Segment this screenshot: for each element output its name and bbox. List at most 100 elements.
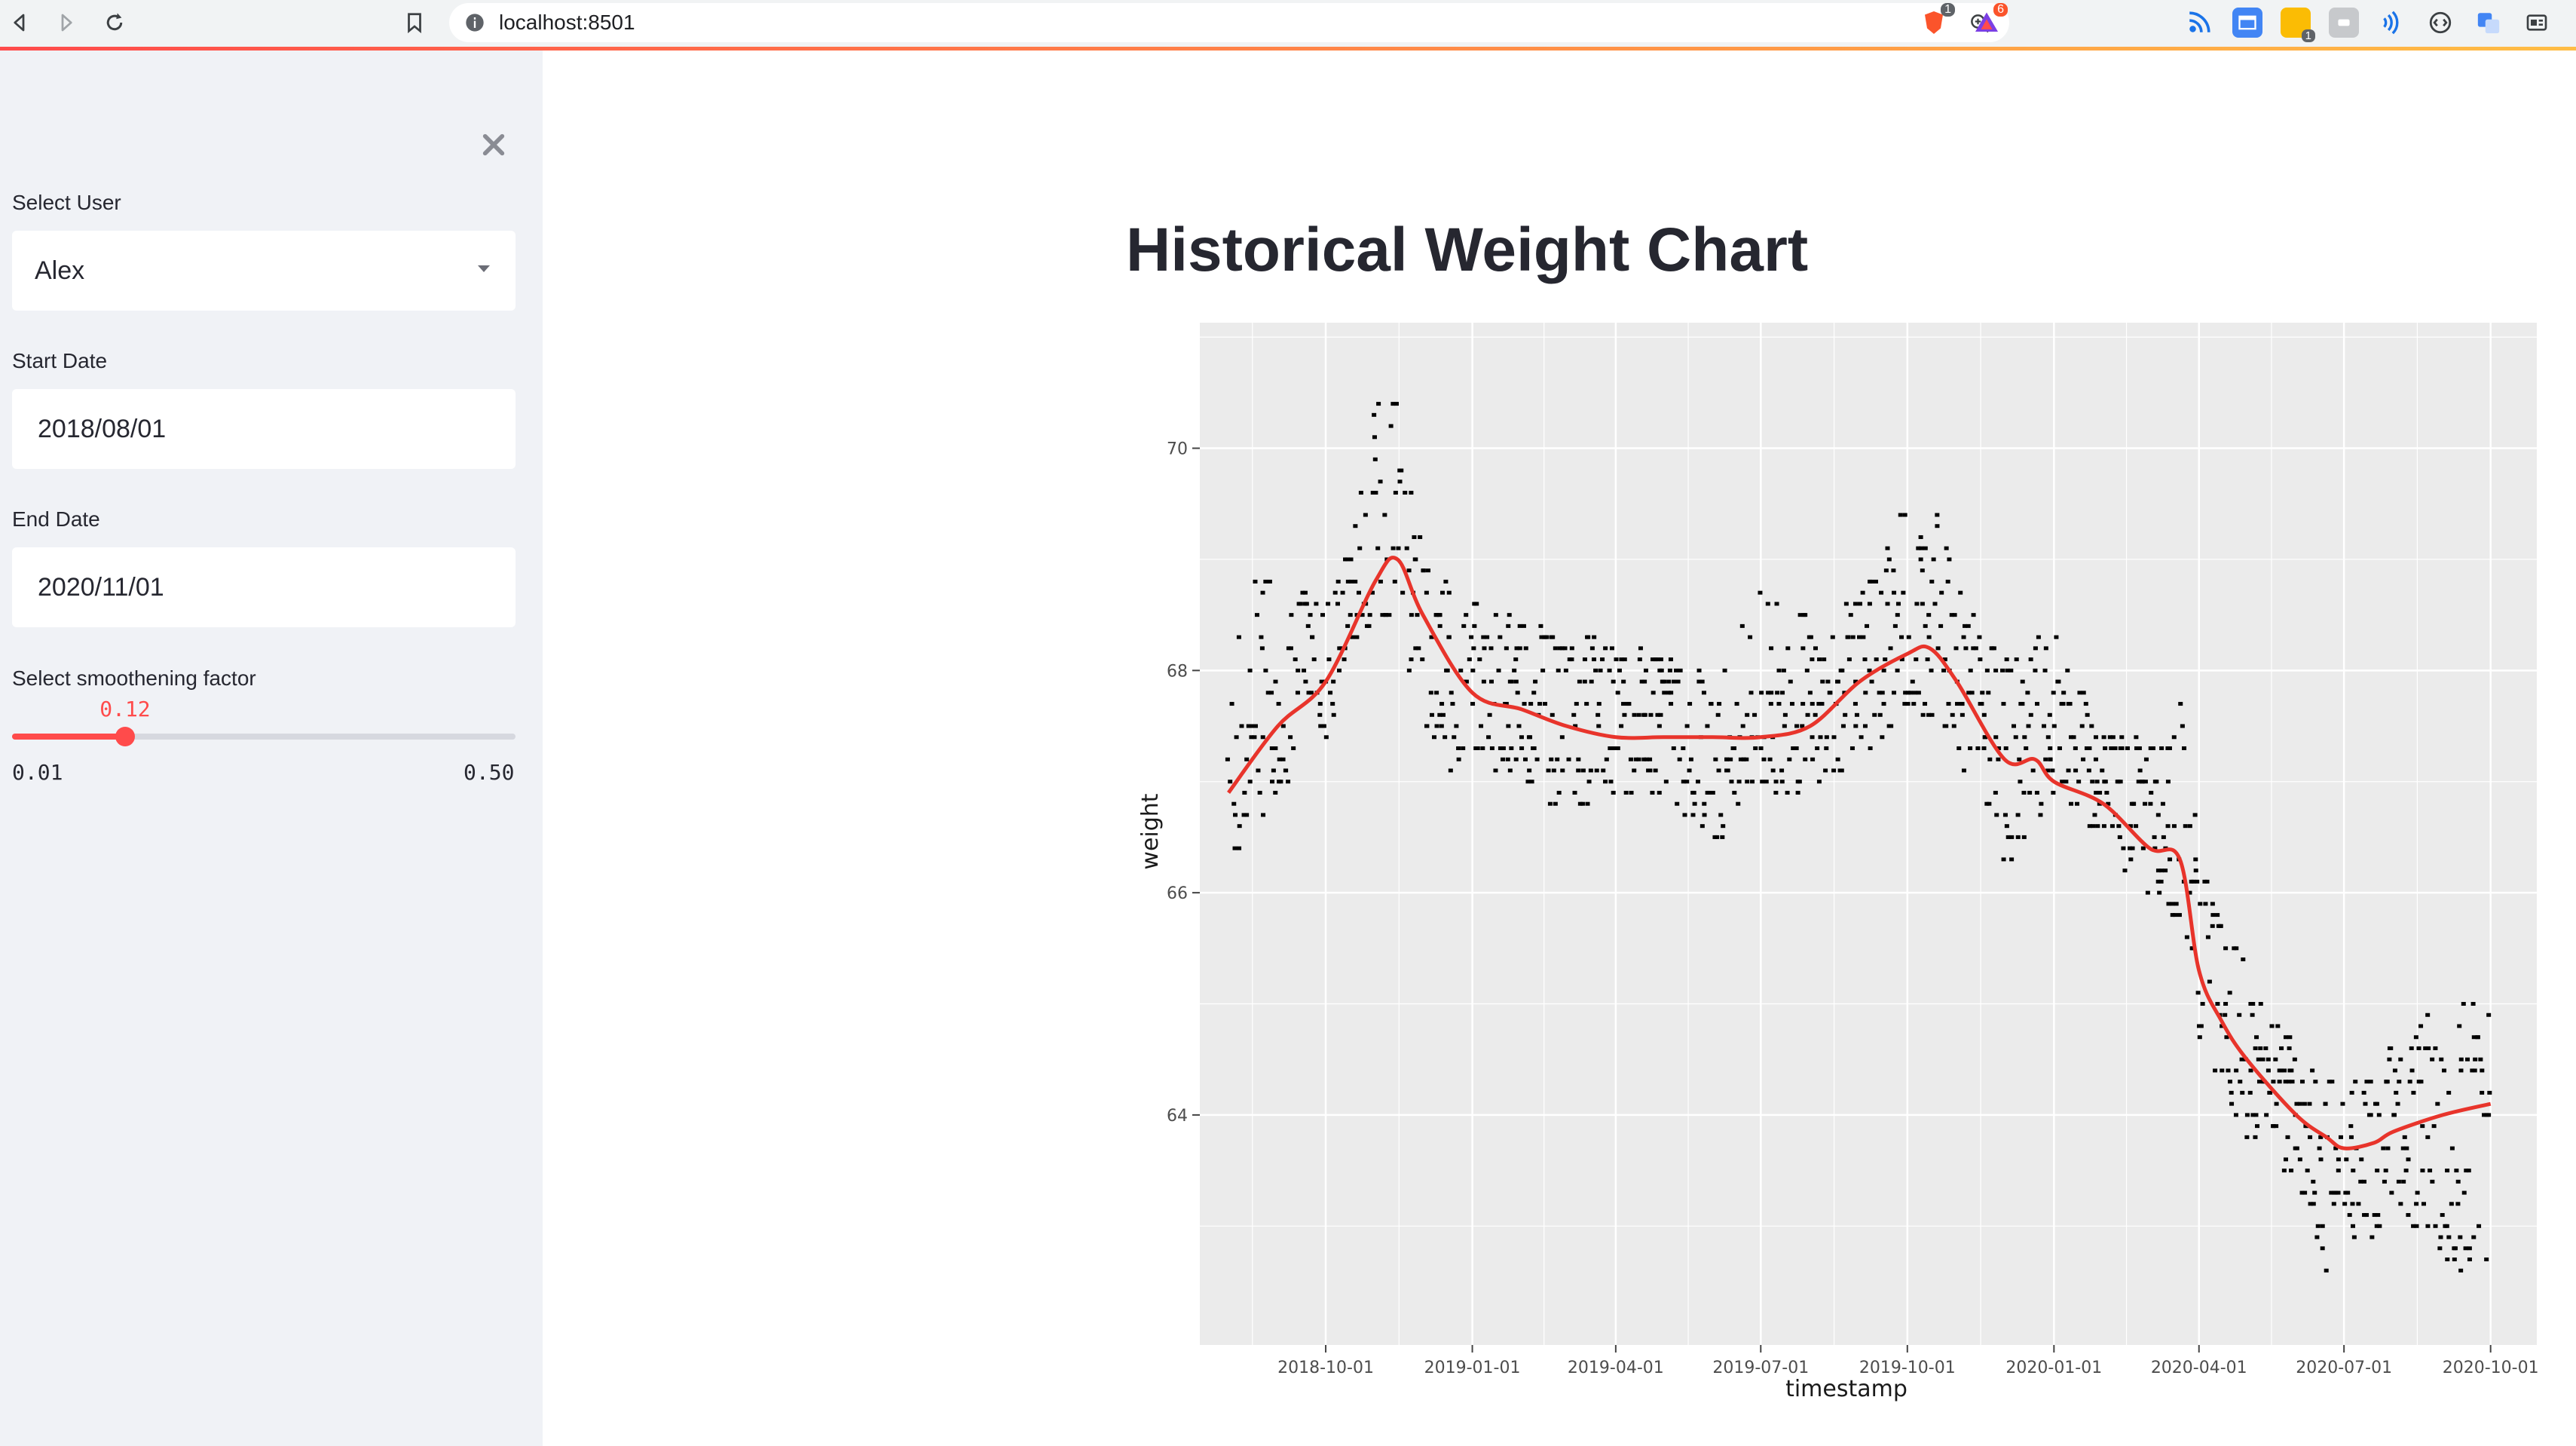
data-point [1254,613,1259,617]
data-point [2318,1157,2324,1162]
data-point [2311,1202,2316,1206]
data-point [1662,691,1667,695]
end-date-input[interactable]: 2020/11/01 [12,547,516,627]
data-point [1740,724,1745,728]
data-point [1899,635,1904,639]
data-point [1544,635,1550,639]
data-point [2093,757,2098,761]
data-point [2409,1046,2414,1050]
data-point [1794,724,1800,728]
data-point [2433,1046,2438,1050]
data-point [2171,735,2177,740]
data-point [1269,746,1274,751]
data-point [2195,879,2200,884]
data-point [1800,724,1805,728]
window-extension-icon[interactable] [2232,8,2262,38]
data-point [2299,1080,2305,1084]
data-point [1883,657,1888,662]
data-point [2018,780,2023,784]
data-point [1531,746,1537,751]
start-date-input[interactable]: 2018/08/01 [12,389,516,469]
data-point [2202,879,2207,884]
feed-extension-icon[interactable] [2184,8,2214,38]
data-point [2478,1057,2483,1062]
translate-extension-icon[interactable] [2474,8,2504,38]
data-point [1653,768,1658,773]
data-point [1509,746,1514,751]
data-point [2376,1113,2382,1117]
slider-thumb[interactable] [115,727,135,746]
data-point [2445,1169,2450,1173]
data-point [1456,757,1461,761]
data-point [1249,735,1254,740]
notes-extension-icon[interactable]: 1 [2281,8,2315,42]
data-point [1831,768,1837,773]
data-point [2001,702,2006,706]
scatter-points [1225,402,2492,1273]
forward-icon[interactable] [48,5,84,41]
data-point [1306,691,1311,695]
address-bar[interactable]: localhost:8501 [449,3,2009,42]
data-point [2397,1080,2402,1084]
data-point [2289,1169,2294,1173]
brave-shields-icon[interactable]: 1 [1919,3,1955,38]
code-extension-icon[interactable] [2425,8,2455,38]
back-icon[interactable] [2,5,38,41]
data-point [1977,635,1982,639]
data-point [1595,712,1601,717]
wallet-extension-icon[interactable] [2522,8,2552,38]
user-select[interactable]: Alex [12,231,516,311]
data-point [1852,702,1858,706]
data-point [1951,724,1956,728]
data-point [2061,691,2067,695]
data-point [2140,780,2145,784]
data-point [2069,801,2074,806]
bookmark-icon[interactable] [396,5,433,41]
data-point [2467,1258,2472,1262]
data-point [1745,780,1750,784]
data-point [1604,757,1609,761]
data-point [2387,1057,2392,1062]
data-point [1824,735,1829,740]
data-point [1256,768,1261,773]
data-point [2104,790,2109,795]
data-point [1358,491,1363,495]
smoothening-slider[interactable] [12,727,516,746]
data-point [1994,813,1999,817]
data-point [1390,546,1396,550]
data-point [2210,902,2215,906]
data-point [2475,1035,2480,1040]
data-point [1803,757,1808,761]
data-point [1403,491,1408,495]
data-point [1993,735,1999,740]
y-tick-label: 64 [1167,1107,1188,1126]
data-point [1563,668,1568,672]
data-point [2297,1157,2302,1162]
plot-background [1200,323,2537,1345]
data-point [1261,813,1266,817]
data-point [2284,1157,2289,1162]
data-point [1636,757,1641,761]
data-point [1501,746,1506,751]
data-point [2406,1213,2411,1218]
data-point [1260,735,1265,740]
close-sidebar-button[interactable] [475,126,512,164]
data-point [1500,757,1505,761]
site-info-icon[interactable] [464,12,485,33]
data-point [2428,1169,2433,1173]
reader-extension-icon[interactable] [2329,8,2359,38]
reload-icon[interactable] [96,5,133,41]
data-point [1885,546,1890,550]
data-point [2281,1169,2287,1173]
data-point [2253,1046,2258,1050]
data-point [1883,568,1889,573]
data-point [2253,1113,2259,1117]
data-point [2308,1135,2313,1139]
data-point [2398,1057,2403,1062]
data-point [2004,657,2009,662]
data-point [1513,757,1519,761]
data-point [1759,691,1764,695]
data-point [1424,590,1429,595]
audio-extension-icon[interactable] [2376,8,2406,38]
brave-rewards-icon[interactable]: 6 [1972,3,2008,38]
